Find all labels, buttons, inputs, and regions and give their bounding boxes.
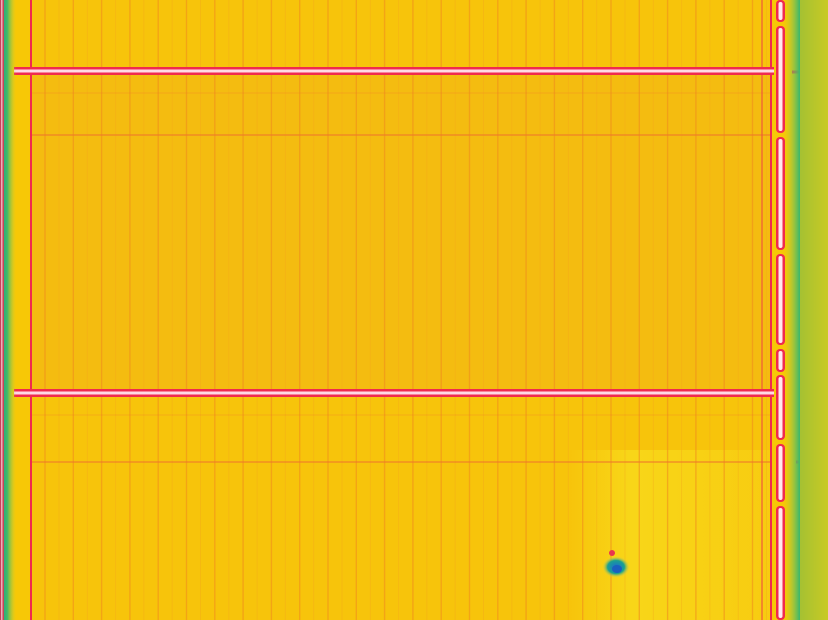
roof-panel-top	[30, 0, 770, 68]
pipe-segment-core	[778, 446, 783, 500]
pipe-segment-core	[778, 377, 783, 438]
right-hot-pipe	[776, 0, 785, 620]
gutter-top	[14, 67, 774, 75]
pipe-segment-core	[778, 256, 783, 343]
cool-spot	[602, 550, 630, 578]
gutter-middle	[14, 389, 774, 397]
right-outer-field	[800, 0, 828, 620]
secondary-rails	[30, 92, 770, 463]
panel-seams	[44, 0, 767, 620]
cool-patch	[570, 450, 770, 620]
pipe-segment-core	[778, 28, 783, 131]
pipe-segment-core	[778, 351, 783, 370]
roof-panel-middle	[30, 72, 770, 390]
pipe-segment-core	[778, 2, 783, 20]
left-hot-pipe-core	[1, 0, 3, 620]
pipe-segment-core	[778, 139, 783, 248]
pipe-segment-core	[778, 508, 783, 618]
